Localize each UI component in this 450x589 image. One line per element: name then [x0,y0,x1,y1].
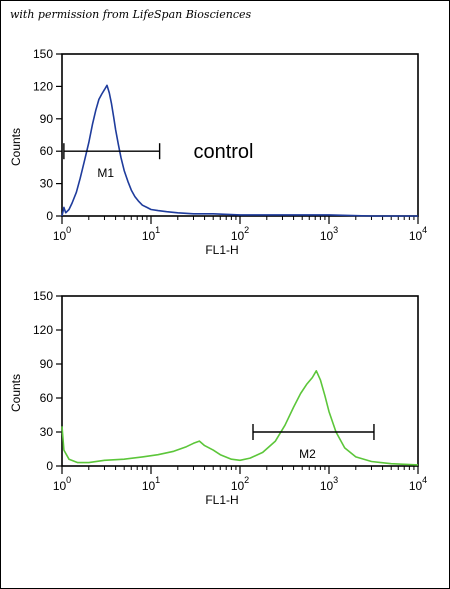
control-annotation: control [193,141,253,163]
gate-label: M1 [97,166,114,180]
y-tick-label: 120 [33,79,53,93]
x-tick-label: 103 [320,225,338,243]
y-tick-label: 90 [40,357,54,371]
plot-area-2 [61,295,419,467]
x-axis-label: FL1-H [205,243,238,257]
x-tick-label: 104 [409,475,427,493]
x-tick-label: 101 [142,225,160,243]
y-tick-label: 150 [33,289,53,303]
x-tick-label: 101 [142,475,160,493]
y-tick-label: 30 [40,425,54,439]
y-tick-label: 0 [46,209,53,223]
x-tick-label: 102 [231,475,249,493]
y-tick-label: 30 [40,177,54,191]
x-tick-label: 103 [320,475,338,493]
plot-area-1 [61,53,419,217]
x-axis-label: FL1-H [205,493,238,507]
histogram-line-2 [61,369,419,466]
y-tick-label: 90 [40,112,54,126]
x-tick-label: 100 [53,475,71,493]
x-tick-label: 104 [409,225,427,243]
x-tick-label: 100 [53,225,71,243]
y-tick-label: 120 [33,323,53,337]
y-tick-label: 0 [46,459,53,473]
x-tick-label: 102 [231,225,249,243]
y-tick-label: 150 [33,47,53,61]
y-tick-label: 60 [40,144,54,158]
credit-text: with permission from LifeSpan Bioscience… [10,8,252,21]
gate-label: M2 [299,447,316,461]
y-axis-label: Counts [9,374,23,412]
y-tick-label: 60 [40,391,54,405]
y-axis-label: Counts [9,128,23,166]
